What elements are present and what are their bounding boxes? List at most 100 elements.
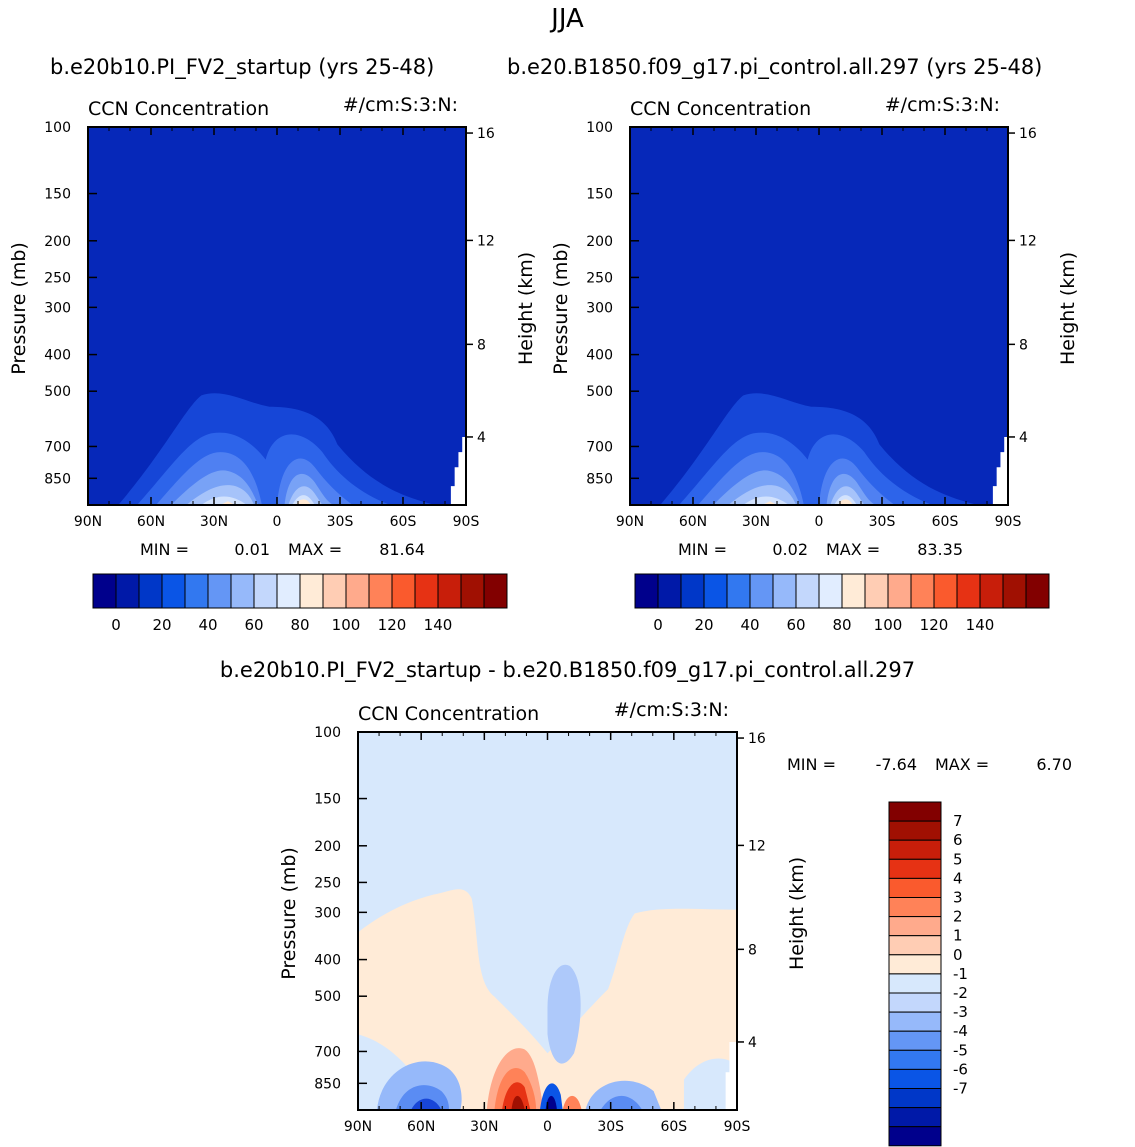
- x-tick-label: 90S: [724, 1119, 751, 1135]
- min-label: MIN =: [140, 540, 189, 559]
- max-value: 83.35: [917, 540, 963, 559]
- colorbar-tick-label: 140: [424, 616, 453, 634]
- x-tick-label: 30S: [869, 514, 896, 530]
- colorbar-swatch: [1025, 573, 1050, 609]
- max-value: 81.64: [379, 540, 425, 559]
- colorbar-tick-label: -4: [953, 1022, 968, 1040]
- colorbar-tick-label: -2: [953, 984, 968, 1002]
- colorbar-swatch: [253, 573, 278, 609]
- y-tick-label: 400: [586, 348, 613, 364]
- colorbar-tick-label: 100: [874, 616, 903, 634]
- colorbar-tick-label: 120: [920, 616, 949, 634]
- colorbar-swatch: [772, 573, 797, 609]
- x-tick-label: 60N: [137, 514, 165, 530]
- min-value: 0.02: [772, 540, 808, 559]
- colorbar-swatch: [888, 1088, 942, 1109]
- x-tick-label: 60S: [390, 514, 417, 530]
- colorbar-swatch: [841, 573, 866, 609]
- colorbar-tick-label: -5: [953, 1041, 968, 1059]
- colorbar-tick-label: 80: [832, 616, 851, 634]
- x-tick-label: 60S: [932, 514, 959, 530]
- colorbar-swatch: [888, 820, 942, 841]
- x-tick-label: 90N: [616, 514, 644, 530]
- y-tick-label: 400: [44, 348, 71, 364]
- colorbar-tick-label: 3: [953, 889, 963, 907]
- panel-control-startup: 90N 60N 30N 0 30S 60S 90S 100 150 200 250 300 400 500…: [8, 94, 537, 559]
- colorbar-swatch: [138, 573, 163, 609]
- x-tick-label: 30N: [200, 514, 228, 530]
- colorbar-swatch: [888, 877, 942, 899]
- x-tick-label: 60N: [407, 1119, 435, 1135]
- panel-units: #/cm:S:3:N:: [885, 94, 1000, 116]
- colorbar-tick-label: 0: [111, 616, 121, 634]
- colorbar-swatch: [368, 573, 393, 609]
- x-tick-label: 30S: [327, 514, 354, 530]
- y-tick-label: 300: [586, 300, 613, 316]
- topography-mask: [992, 436, 1008, 505]
- y-tick-label: 850: [314, 1076, 341, 1092]
- colorbar-swatch: [414, 573, 439, 609]
- x-tick-label: 0: [273, 514, 282, 530]
- colorbar-swatch: [657, 573, 682, 609]
- y-tick-label: 300: [314, 905, 341, 921]
- colorbar-tick-label: -1: [953, 965, 968, 983]
- colorbar-swatch: [276, 573, 301, 609]
- colorbar-swatch: [437, 573, 462, 609]
- colorbar-swatch: [956, 573, 981, 609]
- y-tick-label: 150: [44, 187, 71, 203]
- y-tick-label: 150: [586, 187, 613, 203]
- y2-tick-label: 4: [1019, 430, 1028, 446]
- colorbar-swatch: [888, 1107, 942, 1128]
- y-tick-label: 400: [314, 953, 341, 969]
- colorbar-swatch: [888, 1049, 942, 1070]
- colorbar-tick-label: 6: [953, 831, 963, 849]
- colorbar-swatch: [161, 573, 186, 609]
- y-tick-label: 500: [314, 989, 341, 1005]
- panel-pi-control: 90N 60N 30N 0 30S 60S 90S 100 150 200 250 300 400 500…: [550, 94, 1079, 559]
- contour-level-negative-1: [547, 964, 581, 1064]
- colorbar-swatch: [888, 992, 942, 1013]
- colorbar-tick-label: 80: [290, 616, 309, 634]
- x-tick-label: 60N: [679, 514, 707, 530]
- colorbar-swatch: [460, 573, 485, 609]
- colorbar-swatch: [888, 916, 942, 937]
- colorbar-swatch: [726, 573, 751, 609]
- colorbar-swatch: [230, 573, 255, 609]
- y2-tick-label: 16: [477, 126, 495, 142]
- colorbar-tick-label: 120: [378, 616, 407, 634]
- min-label: MIN =: [678, 540, 727, 559]
- min-value: -7.64: [876, 755, 917, 774]
- y2-tick-label: 12: [477, 233, 495, 249]
- max-value: 6.70: [1036, 755, 1072, 774]
- colorbar-swatch: [483, 573, 508, 609]
- y-tick-label: 100: [586, 120, 613, 136]
- colorbar-swatch: [933, 573, 958, 609]
- contour-level-positive-1: [358, 889, 737, 1110]
- y2-tick-label: 4: [748, 1035, 757, 1051]
- colorbar-swatch: [888, 1126, 942, 1147]
- colorbar-tick-label: 100: [332, 616, 361, 634]
- colorbar-tick-label: 0: [653, 616, 663, 634]
- colorbar-swatch: [818, 573, 843, 609]
- panel-title: CCN Concentration: [88, 98, 269, 120]
- topography-mask: [725, 1041, 737, 1110]
- contour-level-positive-4b: [562, 1095, 582, 1110]
- contour-level-positive-7: [511, 1095, 525, 1110]
- colorbar-swatch: [680, 573, 705, 609]
- min-value: 0.01: [234, 540, 270, 559]
- colorbar-swatch: [795, 573, 820, 609]
- y2-tick-label: 4: [477, 430, 486, 446]
- colorbar-swatch: [888, 1030, 942, 1051]
- colorbar-tick-label: -6: [953, 1060, 968, 1078]
- y-tick-label: 700: [586, 439, 613, 455]
- y-tick-label: 850: [44, 471, 71, 487]
- y-tick-label: 850: [586, 471, 613, 487]
- y-axis-label: Pressure (mb): [550, 242, 572, 375]
- x-tick-label: 0: [543, 1119, 552, 1135]
- colorbar-swatch: [703, 573, 728, 609]
- right-panel-case-title: b.e20.B1850.f09_g17.pi_control.all.297 (…: [507, 55, 1043, 79]
- x-tick-label: 90N: [74, 514, 102, 530]
- y-tick-label: 700: [314, 1044, 341, 1060]
